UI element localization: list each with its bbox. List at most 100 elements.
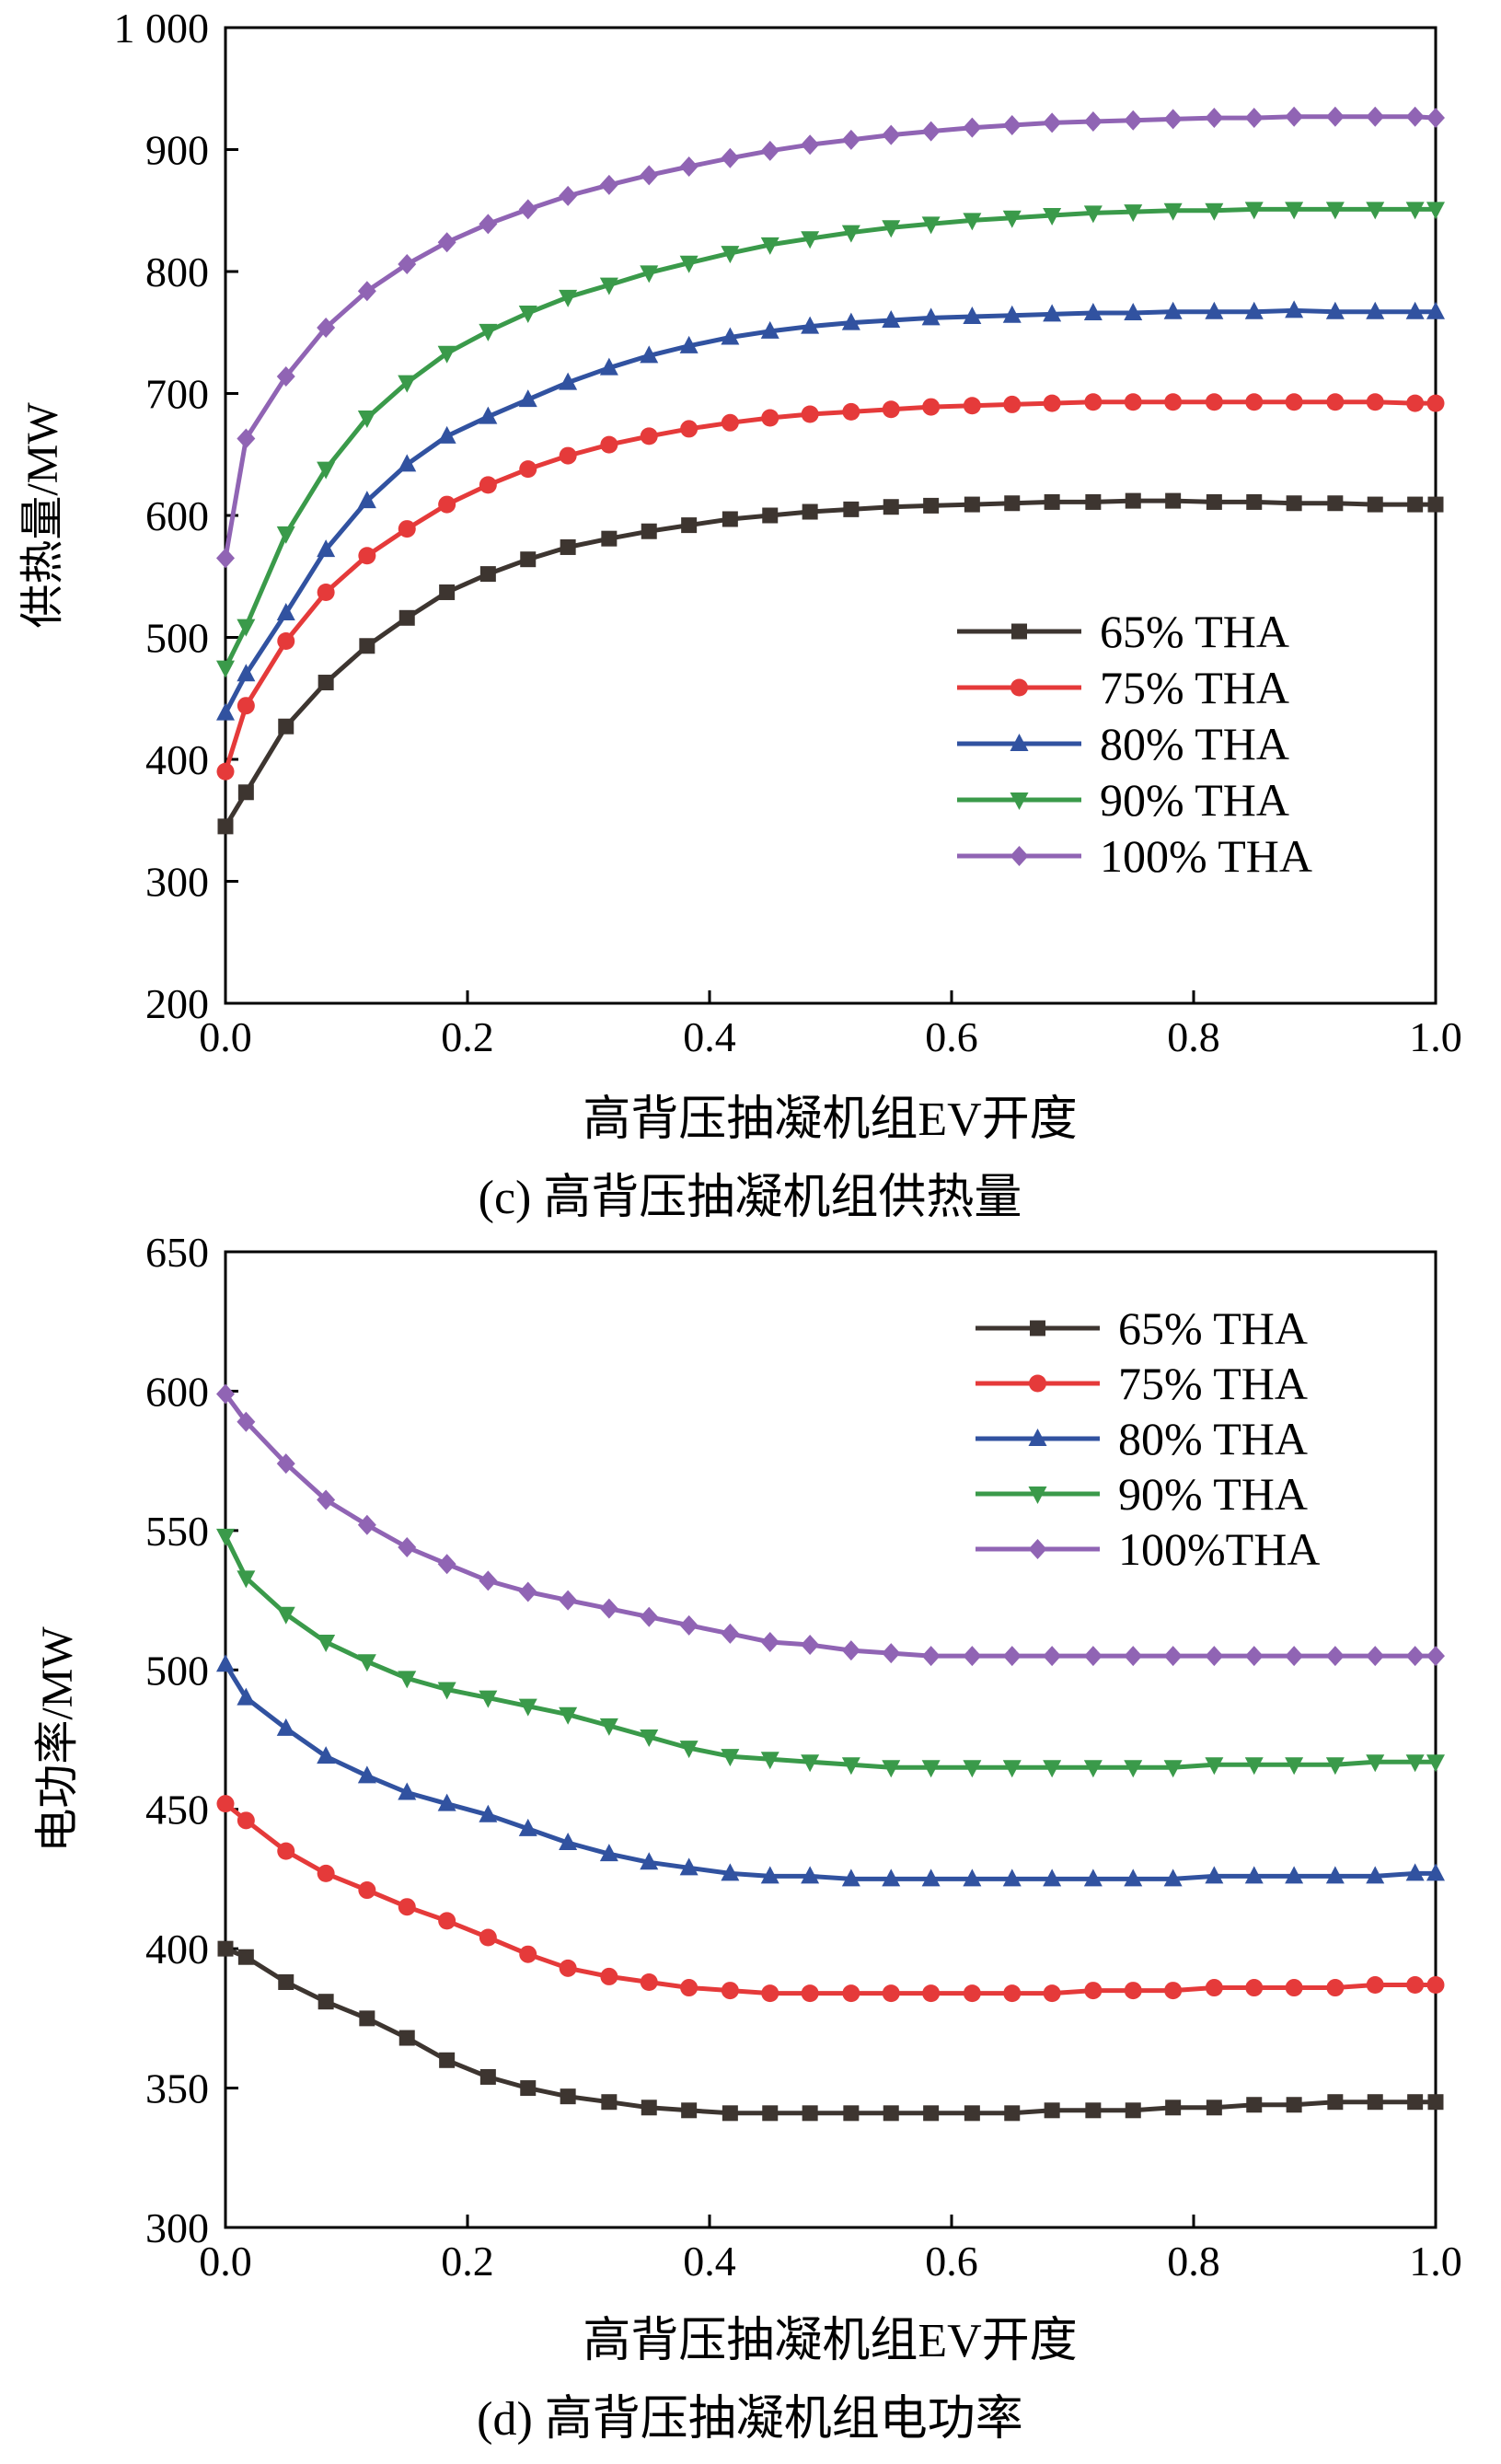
chart-d-series-100-point [599, 1598, 618, 1619]
chart-d-series-100-point [479, 1570, 498, 1591]
chart-c-series-100-point [1043, 112, 1062, 133]
chart-d-series-75-point [922, 1984, 941, 2003]
chart-c-series-65-point [1044, 493, 1060, 510]
chart-c-series-90-point [1244, 202, 1264, 220]
chart-c-series-80-point [479, 406, 498, 424]
chart-c-series-80-point [801, 316, 820, 334]
chart-d-series-80-point [479, 1804, 498, 1822]
chart-d-series-100-point [518, 1581, 537, 1602]
chart-c-x-axis-label: 高背压抽凝机组EV开度 [583, 1093, 1077, 1146]
chart-d-legend-marker-80 [1028, 1429, 1047, 1446]
chart-c-series-80-point [1285, 300, 1304, 318]
chart-c-legend-item-90: 90% THA [957, 774, 1289, 826]
chart-d-series-100-point [1163, 1646, 1183, 1667]
chart-c-legend-item-65: 65% THA [957, 606, 1289, 657]
chart-c-series-75-point [1426, 394, 1445, 412]
chart-d-series-65-point [762, 2105, 779, 2122]
chart-d-x-tick-label: 0.8 [1167, 2238, 1220, 2285]
chart-c-series-75-point [1205, 393, 1223, 411]
chart-d-series-65-point [1165, 2100, 1182, 2116]
chart-c-series-80-point [679, 335, 699, 353]
chart-c-series-80-point [1124, 303, 1143, 321]
chart-d-series-90-point [1244, 1757, 1264, 1776]
chart-d-series-80-point [921, 1868, 941, 1887]
chart-c-series-75-point [438, 495, 456, 514]
chart-c-series-65-point [1367, 496, 1383, 513]
chart-c-series-75-point [680, 420, 699, 438]
chart-d-series-75-point [1245, 1979, 1264, 1997]
chart-d-series-80-point [317, 1746, 336, 1764]
chart-c-legend-label-80: 80% THA [1100, 718, 1289, 769]
chart-c-series-80-point [518, 389, 537, 408]
chart-d-y-tick-label: 650 [145, 1229, 209, 1276]
chart-c-series-90-point [760, 237, 779, 255]
chart-d-series-90-point [216, 1528, 235, 1546]
chart-d-series-100-point [317, 1489, 336, 1510]
chart-c-y-tick-label: 300 [145, 859, 209, 906]
chart-d-series-75 [216, 1795, 1445, 2003]
chart-d-series-80-point [1244, 1866, 1264, 1884]
chart-d-series-80-point [1124, 1868, 1143, 1887]
chart-d-series-65-point [520, 2080, 537, 2097]
chart-c-series-90 [216, 202, 1445, 678]
chart-d-series-100-point [1285, 1646, 1304, 1667]
chart-d-legend-label-90: 90% THA [1118, 1468, 1308, 1520]
chart-d-series-75-point [1043, 1984, 1061, 2003]
chart-c-series-75-point [1245, 393, 1264, 411]
chart-c-series-100-point [518, 199, 537, 220]
chart-d-series-65-point [318, 1994, 334, 2010]
chart-d-series-100-point [276, 1453, 295, 1475]
chart-c-series-65-point [1004, 495, 1021, 512]
chart-d-legend-label-100: 100%THA [1118, 1523, 1320, 1575]
chart-c-series-100-point [679, 156, 699, 178]
chart-c-series-65-point [923, 497, 940, 514]
chart-d-series-65-point [1206, 2100, 1222, 2116]
chart-d-series-75-point [358, 1881, 376, 1900]
chart-d-series-75-point [1003, 1984, 1022, 2003]
chart-c-series-100-point [317, 317, 336, 338]
chart-c-x-tick-label: 0.0 [199, 1013, 252, 1060]
chart-c-series-100-point [921, 121, 941, 142]
chart-d-series-75-point [519, 1945, 537, 1963]
chart-c-series-100-point [1366, 106, 1385, 127]
chart-c-series-65-point [359, 638, 375, 654]
chart-d-series-100-point [640, 1606, 659, 1627]
chart-c-series-100-point [640, 165, 659, 186]
chart-d-legend-label-75: 75% THA [1118, 1358, 1308, 1409]
chart-d-legend-item-75: 75% THA [976, 1358, 1308, 1409]
chart-c-series-100-point [1325, 106, 1345, 127]
chart-d-series-100-point [1405, 1646, 1425, 1667]
chart-d-series-65-point [1407, 2094, 1424, 2111]
chart-c-series-65-point [1246, 493, 1263, 510]
chart-d-series-75-point [1326, 1979, 1345, 1997]
chart-c-y-tick-label: 500 [145, 615, 209, 662]
chart-d-series-100-point [963, 1646, 982, 1667]
chart-c-series-65-point [1427, 496, 1444, 513]
chart-d-series-90-point [921, 1760, 941, 1778]
chart-d-series-80-line [223, 1662, 1436, 1881]
chart-c-series-80-point [216, 702, 235, 721]
chart-d-series-65-point [237, 1949, 254, 1965]
chart-d-electric-power: 0.0 0.2 0.4 0.6 0.8 1.0 300 350 400 450 500 550 600 6… [33, 1229, 1462, 2446]
chart-c-series-80-point [640, 345, 659, 364]
chart-d-series-80-point [357, 1765, 376, 1784]
chart-c-series-100-point [1124, 110, 1143, 131]
chart-c-series-80-point [841, 312, 860, 330]
chart-c-series-75-point [640, 427, 658, 445]
chart-d-series-65-point [843, 2105, 860, 2122]
chart-c-x-tick-label: 1.0 [1409, 1013, 1462, 1060]
chart-d-series-75-point [237, 1811, 255, 1830]
chart-d-series-90-point [1083, 1760, 1103, 1778]
chart-c-series-65-point [1125, 492, 1141, 509]
chart-c-x-tick-label: 0.6 [925, 1013, 978, 1060]
chart-d-series-75-point [1124, 1982, 1142, 2000]
chart-d-series-65-point [1125, 2102, 1141, 2119]
chart-d-y-axis-label: 电功率/MW [33, 1626, 82, 1853]
chart-d-series-80 [216, 1654, 1445, 1887]
chart-c-y-tick-label: 200 [145, 980, 209, 1027]
chart-c-legend-marker-75 [1010, 678, 1028, 697]
chart-c-series-75-point [922, 398, 941, 416]
chart-d-series-75-point [277, 1842, 295, 1860]
chart-c-series-90-point [721, 246, 740, 264]
chart-c-series-65-point [278, 718, 294, 735]
